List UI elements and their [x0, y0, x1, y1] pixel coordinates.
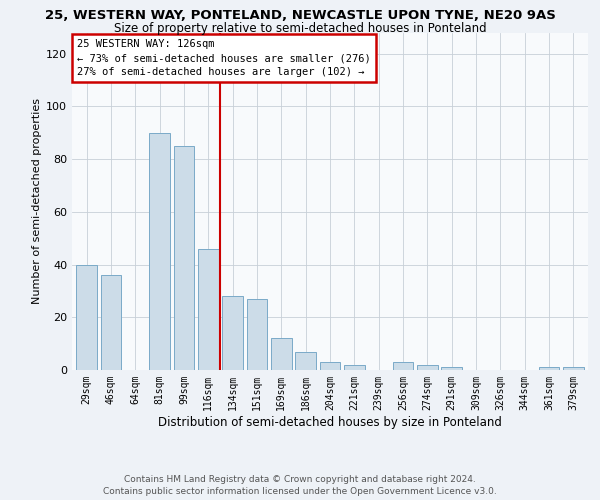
Bar — [76, 264, 97, 370]
Bar — [149, 132, 170, 370]
Bar — [271, 338, 292, 370]
Bar — [222, 296, 243, 370]
Bar — [417, 364, 438, 370]
Bar — [101, 275, 121, 370]
Text: Size of property relative to semi-detached houses in Ponteland: Size of property relative to semi-detach… — [113, 22, 487, 35]
X-axis label: Distribution of semi-detached houses by size in Ponteland: Distribution of semi-detached houses by … — [158, 416, 502, 428]
Bar — [198, 248, 218, 370]
Bar — [344, 364, 365, 370]
Bar — [539, 368, 559, 370]
Text: Contains HM Land Registry data © Crown copyright and database right 2024.
Contai: Contains HM Land Registry data © Crown c… — [103, 474, 497, 496]
Bar — [295, 352, 316, 370]
Text: 25, WESTERN WAY, PONTELAND, NEWCASTLE UPON TYNE, NE20 9AS: 25, WESTERN WAY, PONTELAND, NEWCASTLE UP… — [44, 9, 556, 22]
Bar — [442, 368, 462, 370]
Bar — [247, 299, 268, 370]
Text: 25 WESTERN WAY: 126sqm
← 73% of semi-detached houses are smaller (276)
27% of se: 25 WESTERN WAY: 126sqm ← 73% of semi-det… — [77, 40, 371, 77]
Bar — [563, 368, 584, 370]
Bar — [392, 362, 413, 370]
Bar — [173, 146, 194, 370]
Bar — [320, 362, 340, 370]
Y-axis label: Number of semi-detached properties: Number of semi-detached properties — [32, 98, 42, 304]
